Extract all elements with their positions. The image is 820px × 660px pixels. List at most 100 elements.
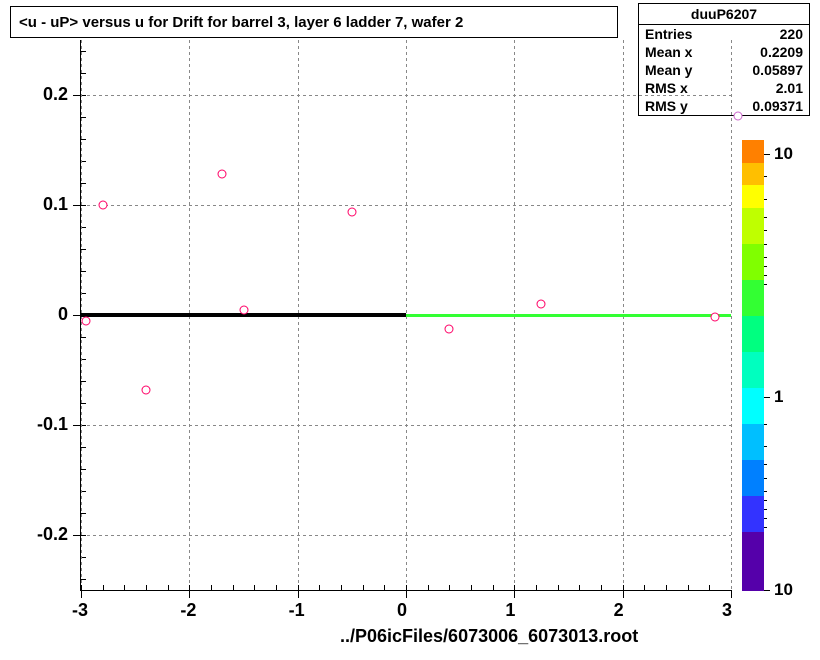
x-minor-tick [428,585,429,590]
chart-title: <u - uP> versus u for Drift for barrel 3… [19,14,463,31]
x-minor-tick [601,585,602,590]
x-minor-tick [579,585,580,590]
palette-minor-tick [764,518,767,519]
plot-area [80,40,731,591]
stats-value: 2.01 [776,80,803,96]
y-tick [73,425,81,426]
palette-label: 10 [774,144,793,164]
x-minor-tick [709,585,710,590]
palette-minor-tick [764,244,767,245]
x-minor-tick [124,585,125,590]
palette-minor-tick [764,527,767,528]
x-minor-tick [319,585,320,590]
y-tick [73,205,81,206]
palette-segment [742,532,764,592]
x-tick-label: -3 [72,600,88,621]
data-marker [217,170,226,179]
palette-minor-tick [764,509,767,510]
palette-segment [742,280,764,317]
x-minor-tick [103,585,104,590]
x-minor-tick [644,585,645,590]
x-minor-tick [341,585,342,590]
x-minor-tick [558,585,559,590]
palette-segment [742,388,764,425]
x-minor-tick [254,585,255,590]
palette-segment [742,244,764,281]
data-marker [734,112,743,121]
palette-tick [764,154,770,155]
x-minor-tick [276,585,277,590]
stats-value: 220 [780,26,803,42]
x-minor-tick [406,585,407,590]
palette-label: 10 [774,580,793,600]
x-tick [623,590,624,598]
x-minor-tick [146,585,147,590]
stats-title: duuP6207 [639,4,809,25]
y-tick-label: 0 [58,304,68,325]
x-tick-label: 3 [722,600,732,621]
data-marker [710,313,719,322]
x-minor-tick [493,585,494,590]
footer-filepath: ../P06icFiles/6073006_6073013.root [340,626,638,647]
x-minor-tick [666,585,667,590]
x-minor-tick [688,585,689,590]
data-marker [98,201,107,210]
x-minor-tick [168,585,169,590]
y-tick [73,315,81,316]
data-marker [239,305,248,314]
x-minor-tick [471,585,472,590]
palette-minor-tick [764,424,767,425]
palette-segment [742,140,764,164]
palette-minor-tick [764,491,767,492]
y-tick [73,535,81,536]
palette-segment [742,460,764,497]
stats-value: 0.05897 [752,62,803,78]
x-minor-tick [189,585,190,590]
palette-minor-tick [764,464,767,465]
palette-segment [742,352,764,389]
y-tick-label: -0.2 [37,524,68,545]
data-marker [537,300,546,309]
chart-title-box: <u - uP> versus u for Drift for barrel 3… [10,6,618,38]
x-tick [81,590,82,598]
x-minor-tick [514,585,515,590]
palette-minor-tick [764,199,767,200]
x-minor-tick [233,585,234,590]
x-minor-tick [384,585,385,590]
x-minor-tick [449,585,450,590]
palette-minor-tick [764,257,767,258]
y-tick-label: 0.1 [43,194,68,215]
x-minor-tick [363,585,364,590]
x-tick [189,590,190,598]
palette-minor-tick [764,478,767,479]
palette-segment [742,163,764,187]
series-line [406,314,731,317]
palette-segment [742,496,764,533]
x-minor-tick [623,585,624,590]
y-tick [73,95,81,96]
palette-minor-tick [764,217,767,218]
root-container: <u - uP> versus u for Drift for barrel 3… [0,0,820,660]
x-minor-tick [536,585,537,590]
palette-segment [742,424,764,461]
y-tick-label: 0.2 [43,84,68,105]
x-tick-label: -2 [180,600,196,621]
palette-minor-tick [764,176,767,177]
palette-tick [764,397,770,398]
x-tick-label: -1 [289,600,305,621]
grid-line [731,40,732,590]
palette-minor-tick [764,500,767,501]
x-tick [514,590,515,598]
palette-segment [742,185,764,209]
palette-label: 1 [774,387,783,407]
palette-minor-tick [764,284,767,285]
x-tick-label: 0 [397,600,407,621]
x-tick [406,590,407,598]
stats-value: 0.2209 [760,44,803,60]
y-tick-label: -0.1 [37,414,68,435]
palette-segment [742,208,764,245]
palette-minor-tick [764,275,767,276]
x-tick-label: 2 [614,600,624,621]
x-tick [731,590,732,598]
x-minor-tick [81,585,82,590]
